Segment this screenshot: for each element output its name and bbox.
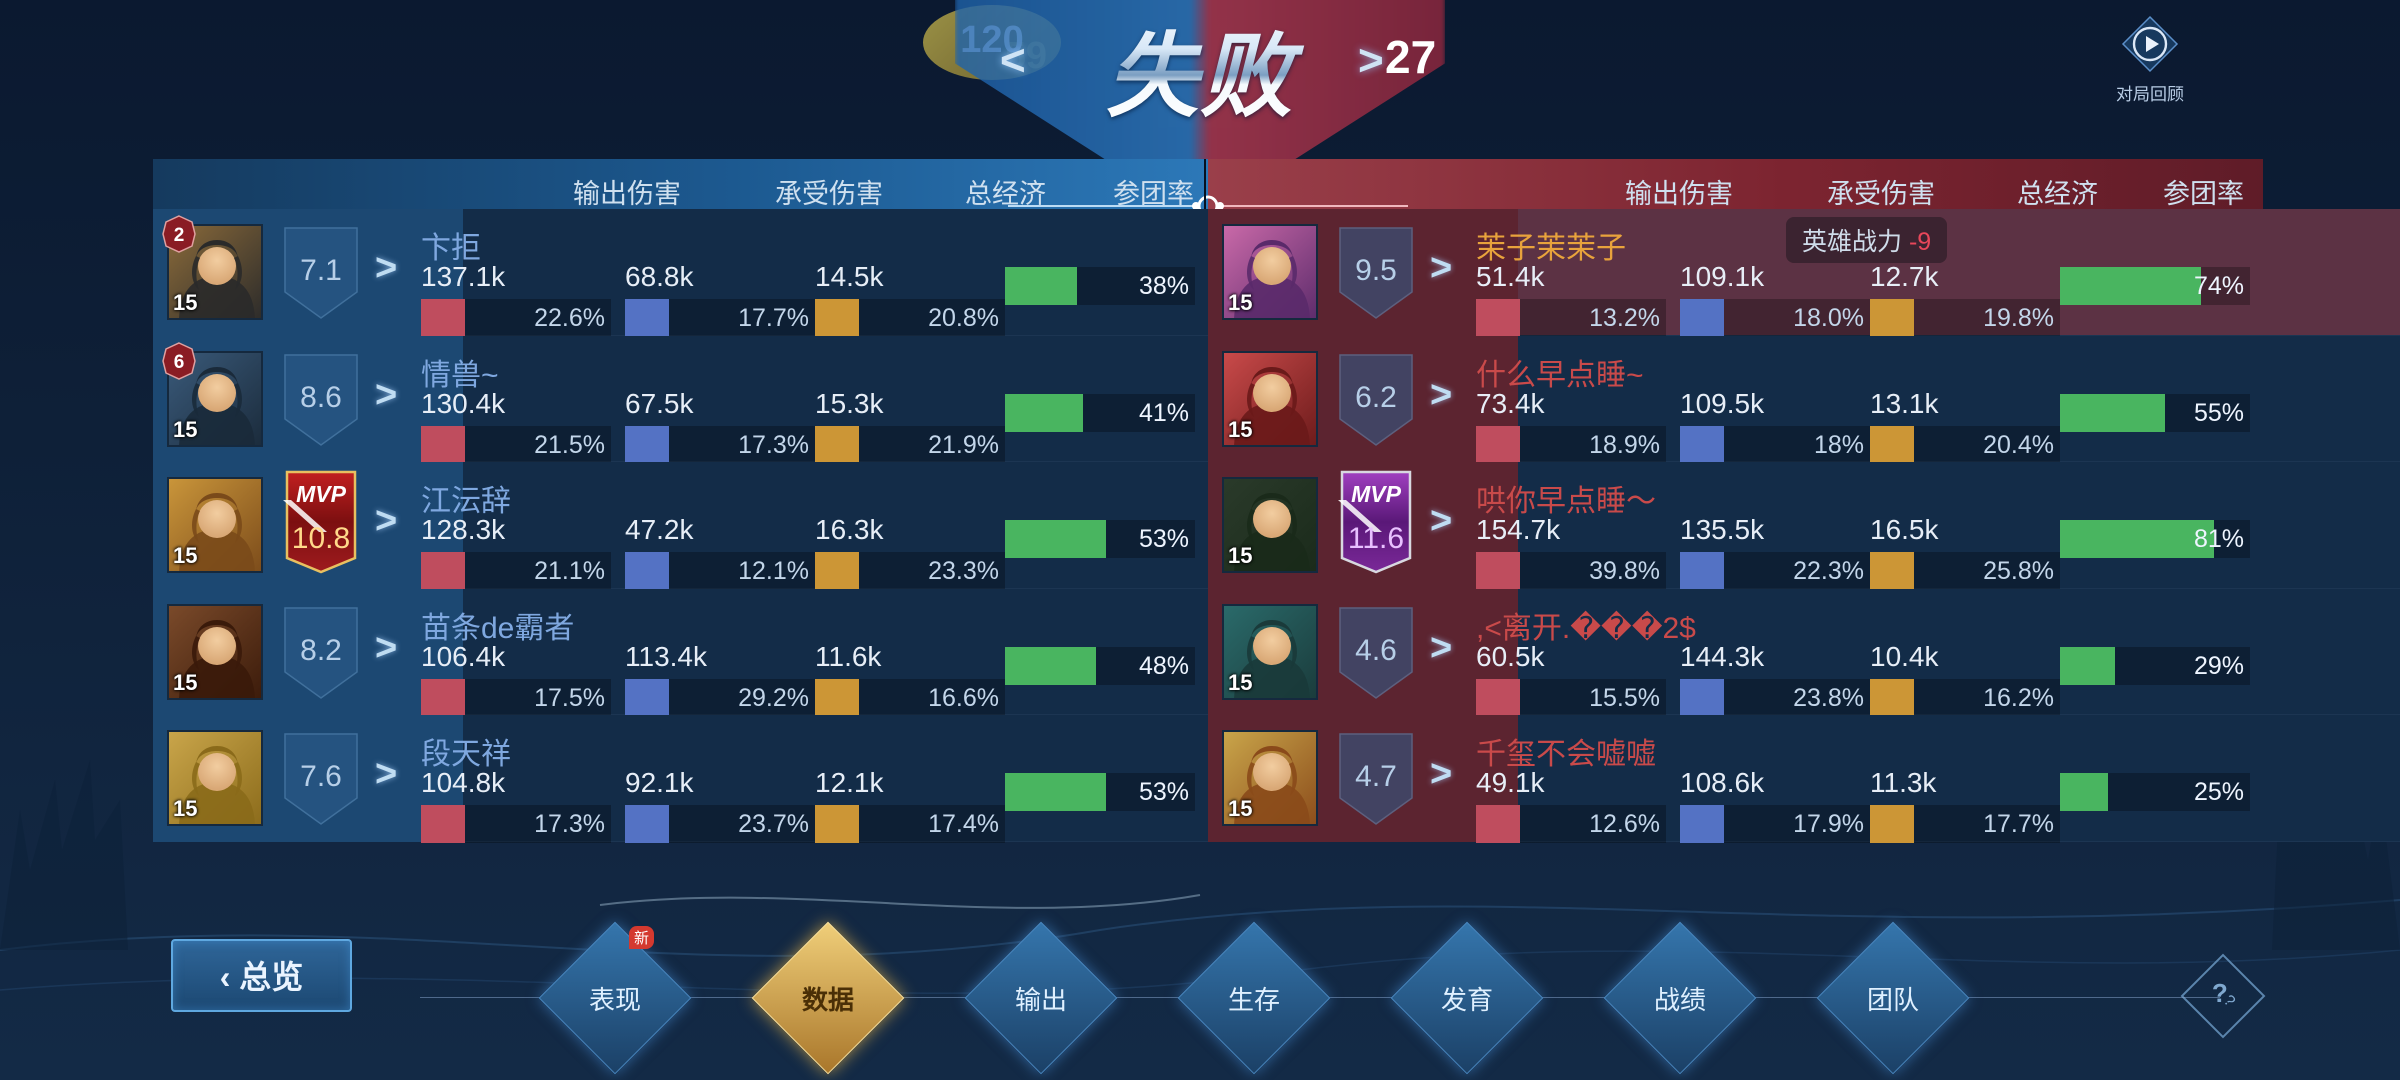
svg-text:2: 2 (174, 225, 185, 246)
svg-text:6: 6 (174, 352, 185, 373)
svg-text:MVP: MVP (296, 481, 347, 507)
svg-text:MVP: MVP (1351, 481, 1402, 507)
